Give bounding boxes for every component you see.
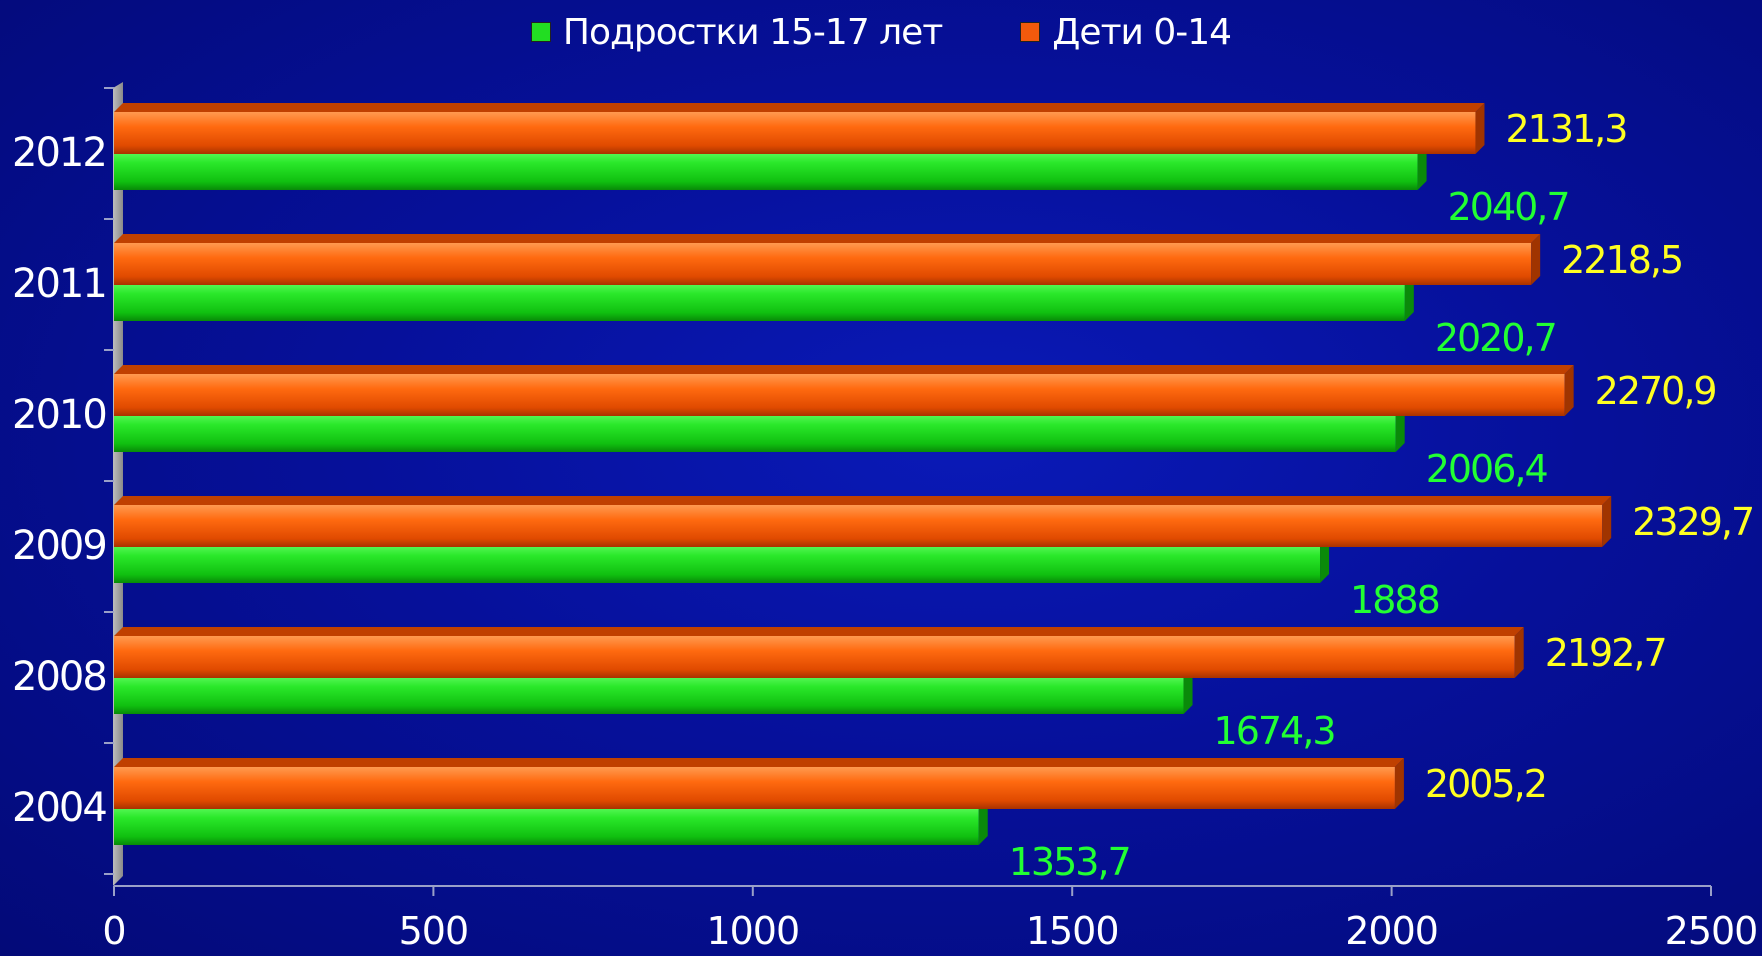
bar-children-top — [114, 758, 1404, 767]
bar-children-end — [1394, 758, 1404, 809]
bar-children-front — [114, 767, 1395, 809]
bar-children-front — [114, 374, 1565, 416]
bar-children-top — [114, 234, 1541, 243]
legend: Подростки 15-17 лет Дети 0-14 — [0, 6, 1762, 58]
y-category-label: 2008 — [12, 654, 106, 700]
data-label-teens: 2040,7 — [1448, 185, 1569, 229]
data-label-children: 2329,7 — [1632, 500, 1753, 544]
y-category-label: 2009 — [12, 523, 106, 569]
bar-children — [114, 234, 1541, 285]
y-category-label: 2011 — [12, 261, 106, 307]
bar-children-top — [114, 627, 1524, 636]
x-tick-label: 2000 — [1345, 909, 1438, 953]
data-label-children: 2192,7 — [1545, 631, 1666, 675]
legend-swatch-teens — [530, 22, 551, 42]
bar-children — [114, 627, 1524, 678]
bar-children-top — [114, 103, 1485, 112]
bar-children-end — [1602, 496, 1612, 547]
data-label-children: 2270,9 — [1595, 369, 1716, 413]
bar-children-top — [114, 496, 1612, 505]
bars-layer — [114, 103, 1612, 845]
bar-teens-front — [114, 541, 1321, 583]
bar-children-front — [114, 636, 1515, 678]
data-label-teens: 1674,3 — [1214, 709, 1335, 753]
legend-label-children: Дети 0-14 — [1052, 11, 1232, 53]
x-tick-label: 2500 — [1665, 909, 1758, 953]
data-label-children: 2131,3 — [1505, 107, 1626, 151]
bar-children — [114, 103, 1485, 154]
bar-children-end — [1564, 365, 1574, 416]
bar-teens-front — [114, 803, 979, 845]
legend-item-teens: Подростки 15-17 лет — [530, 11, 943, 53]
legend-swatch-children — [1020, 22, 1041, 42]
bar-teens-front — [114, 672, 1184, 714]
legend-item-children: Дети 0-14 — [1020, 11, 1232, 53]
bar-children-end — [1514, 627, 1524, 678]
bar-children — [114, 365, 1574, 416]
data-label-children: 2218,5 — [1561, 238, 1682, 282]
bar-children-front — [114, 243, 1532, 285]
bar-children-front — [114, 505, 1603, 547]
x-tick-label: 1000 — [706, 909, 799, 953]
bar-teens-front — [114, 279, 1405, 321]
y-category-label: 2012 — [12, 130, 106, 176]
bar-children-end — [1475, 103, 1485, 154]
bar-teens-front — [114, 148, 1418, 190]
x-tick-label: 1500 — [1026, 909, 1119, 953]
x-tick-label: 0 — [102, 909, 125, 953]
bar-children — [114, 496, 1612, 547]
bar-children-end — [1531, 234, 1541, 285]
bar-teens-front — [114, 410, 1396, 452]
data-label-teens: 1888 — [1350, 578, 1439, 622]
data-label-teens: 1353,7 — [1009, 840, 1130, 884]
data-label-teens: 2006,4 — [1426, 447, 1548, 491]
bar-children — [114, 758, 1404, 809]
legend-label-teens: Подростки 15-17 лет — [562, 11, 943, 53]
y-category-label: 2010 — [12, 392, 106, 438]
bar-children-front — [114, 112, 1476, 154]
bar-children-top — [114, 365, 1574, 374]
y-category-label: 2004 — [12, 785, 106, 831]
data-label-teens: 2020,7 — [1435, 316, 1556, 360]
data-label-children: 2005,2 — [1425, 762, 1546, 806]
x-tick-label: 500 — [399, 909, 469, 953]
